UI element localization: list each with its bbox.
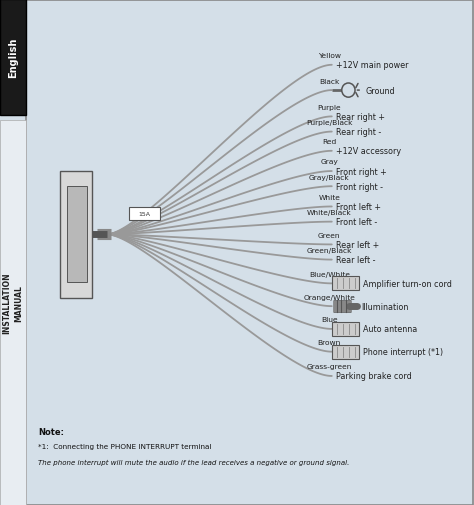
Text: English: English bbox=[8, 38, 18, 78]
Text: Blue: Blue bbox=[321, 317, 338, 323]
Text: Yellow: Yellow bbox=[318, 53, 341, 59]
Text: Rear left -: Rear left - bbox=[336, 256, 375, 265]
Text: Purple/Black: Purple/Black bbox=[306, 120, 353, 126]
Text: +12V main power: +12V main power bbox=[336, 61, 408, 70]
Text: Rear right +: Rear right + bbox=[336, 113, 384, 122]
FancyBboxPatch shape bbox=[332, 277, 359, 291]
FancyBboxPatch shape bbox=[332, 345, 359, 359]
Text: Brown: Brown bbox=[318, 339, 341, 345]
Text: The phone interrupt will mute the audio if the lead receives a negative or groun: The phone interrupt will mute the audio … bbox=[38, 459, 349, 465]
Text: Gray: Gray bbox=[320, 159, 338, 165]
Text: Purple: Purple bbox=[318, 105, 341, 111]
Text: Front left +: Front left + bbox=[336, 203, 381, 212]
FancyBboxPatch shape bbox=[67, 187, 87, 283]
Circle shape bbox=[342, 84, 355, 98]
Text: +12V accessory: +12V accessory bbox=[336, 147, 401, 156]
Text: Green/Black: Green/Black bbox=[307, 247, 352, 254]
Text: Gray/Black: Gray/Black bbox=[309, 174, 350, 180]
Text: Orange/White: Orange/White bbox=[303, 294, 356, 300]
Text: Blue/White: Blue/White bbox=[309, 271, 350, 277]
Text: Parking brake cord: Parking brake cord bbox=[336, 372, 411, 381]
Text: Illumination: Illumination bbox=[361, 302, 409, 311]
Text: *1:  Connecting the PHONE INTERRUPT terminal: *1: Connecting the PHONE INTERRUPT termi… bbox=[38, 443, 211, 449]
Text: INSTALLATION
MANUAL: INSTALLATION MANUAL bbox=[2, 272, 24, 334]
FancyBboxPatch shape bbox=[332, 322, 359, 336]
FancyBboxPatch shape bbox=[0, 0, 26, 116]
FancyBboxPatch shape bbox=[60, 172, 92, 298]
FancyBboxPatch shape bbox=[129, 207, 160, 220]
Text: Ground: Ground bbox=[366, 86, 395, 95]
Text: Green: Green bbox=[318, 232, 341, 238]
Text: Auto antenna: Auto antenna bbox=[363, 325, 417, 334]
Text: Black: Black bbox=[319, 78, 339, 84]
Text: Phone interrupt (*1): Phone interrupt (*1) bbox=[363, 347, 443, 357]
Text: Front right -: Front right - bbox=[336, 182, 383, 191]
Text: Amplifier turn-on cord: Amplifier turn-on cord bbox=[363, 279, 451, 288]
Text: White: White bbox=[319, 194, 340, 200]
Text: Rear left +: Rear left + bbox=[336, 240, 379, 249]
Text: Note:: Note: bbox=[38, 427, 64, 436]
Text: Red: Red bbox=[322, 139, 337, 145]
Text: 15A: 15A bbox=[138, 212, 150, 216]
Text: Front right +: Front right + bbox=[336, 167, 386, 176]
Text: Grass-green: Grass-green bbox=[307, 364, 352, 370]
Text: White/Black: White/Black bbox=[307, 210, 352, 216]
FancyBboxPatch shape bbox=[0, 121, 26, 505]
Text: Rear right -: Rear right - bbox=[336, 128, 381, 137]
Text: Front left -: Front left - bbox=[336, 218, 377, 227]
